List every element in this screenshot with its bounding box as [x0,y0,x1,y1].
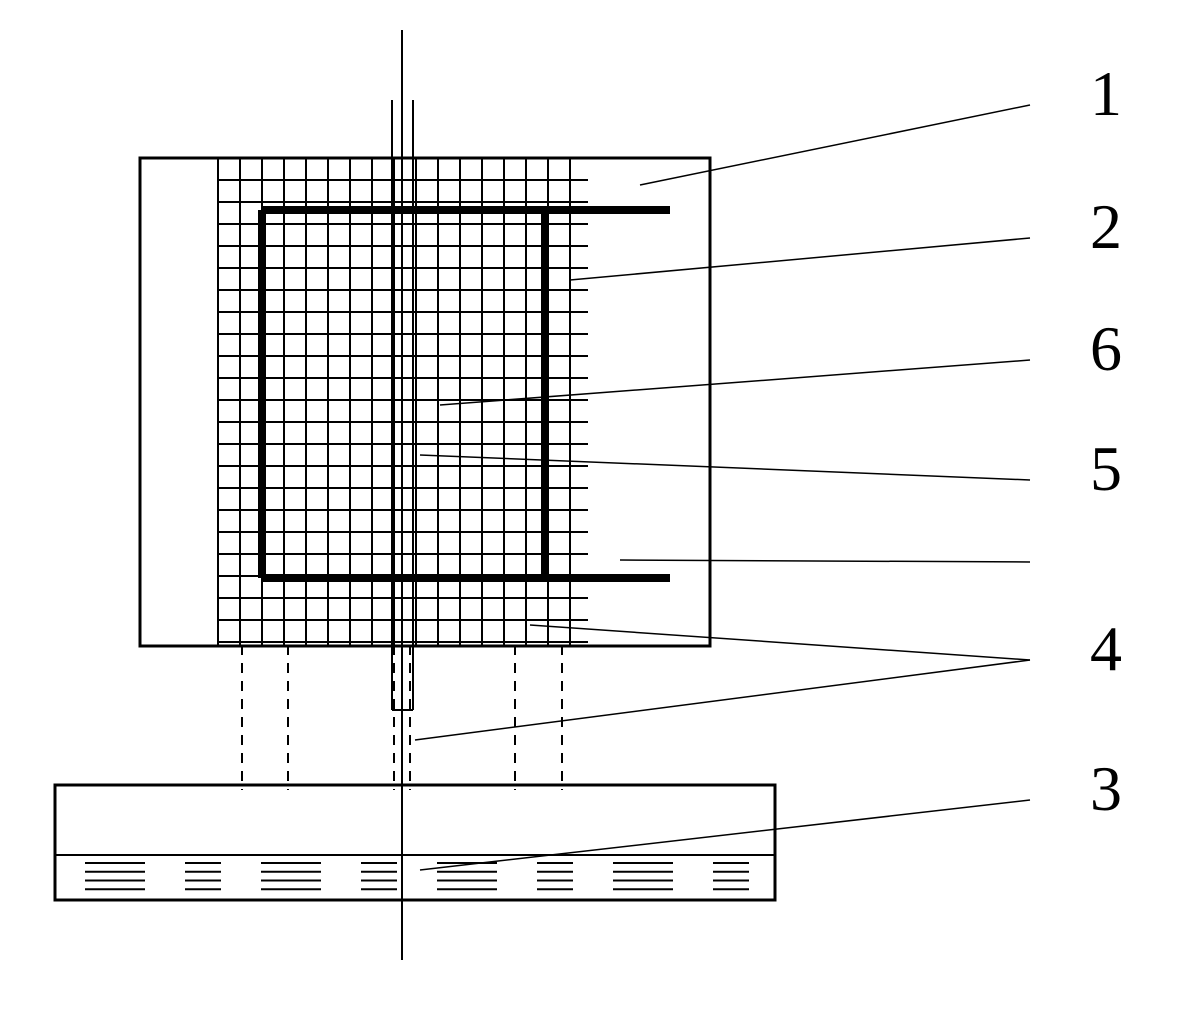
callout-label-6: 3 [1090,753,1122,824]
callout-label-1: 1 [1090,58,1122,129]
callout-label-4: 5 [1090,433,1122,504]
callout-label-3: 6 [1090,313,1122,384]
callout-label-2: 2 [1090,191,1122,262]
callout-label-5: 4 [1090,613,1122,684]
